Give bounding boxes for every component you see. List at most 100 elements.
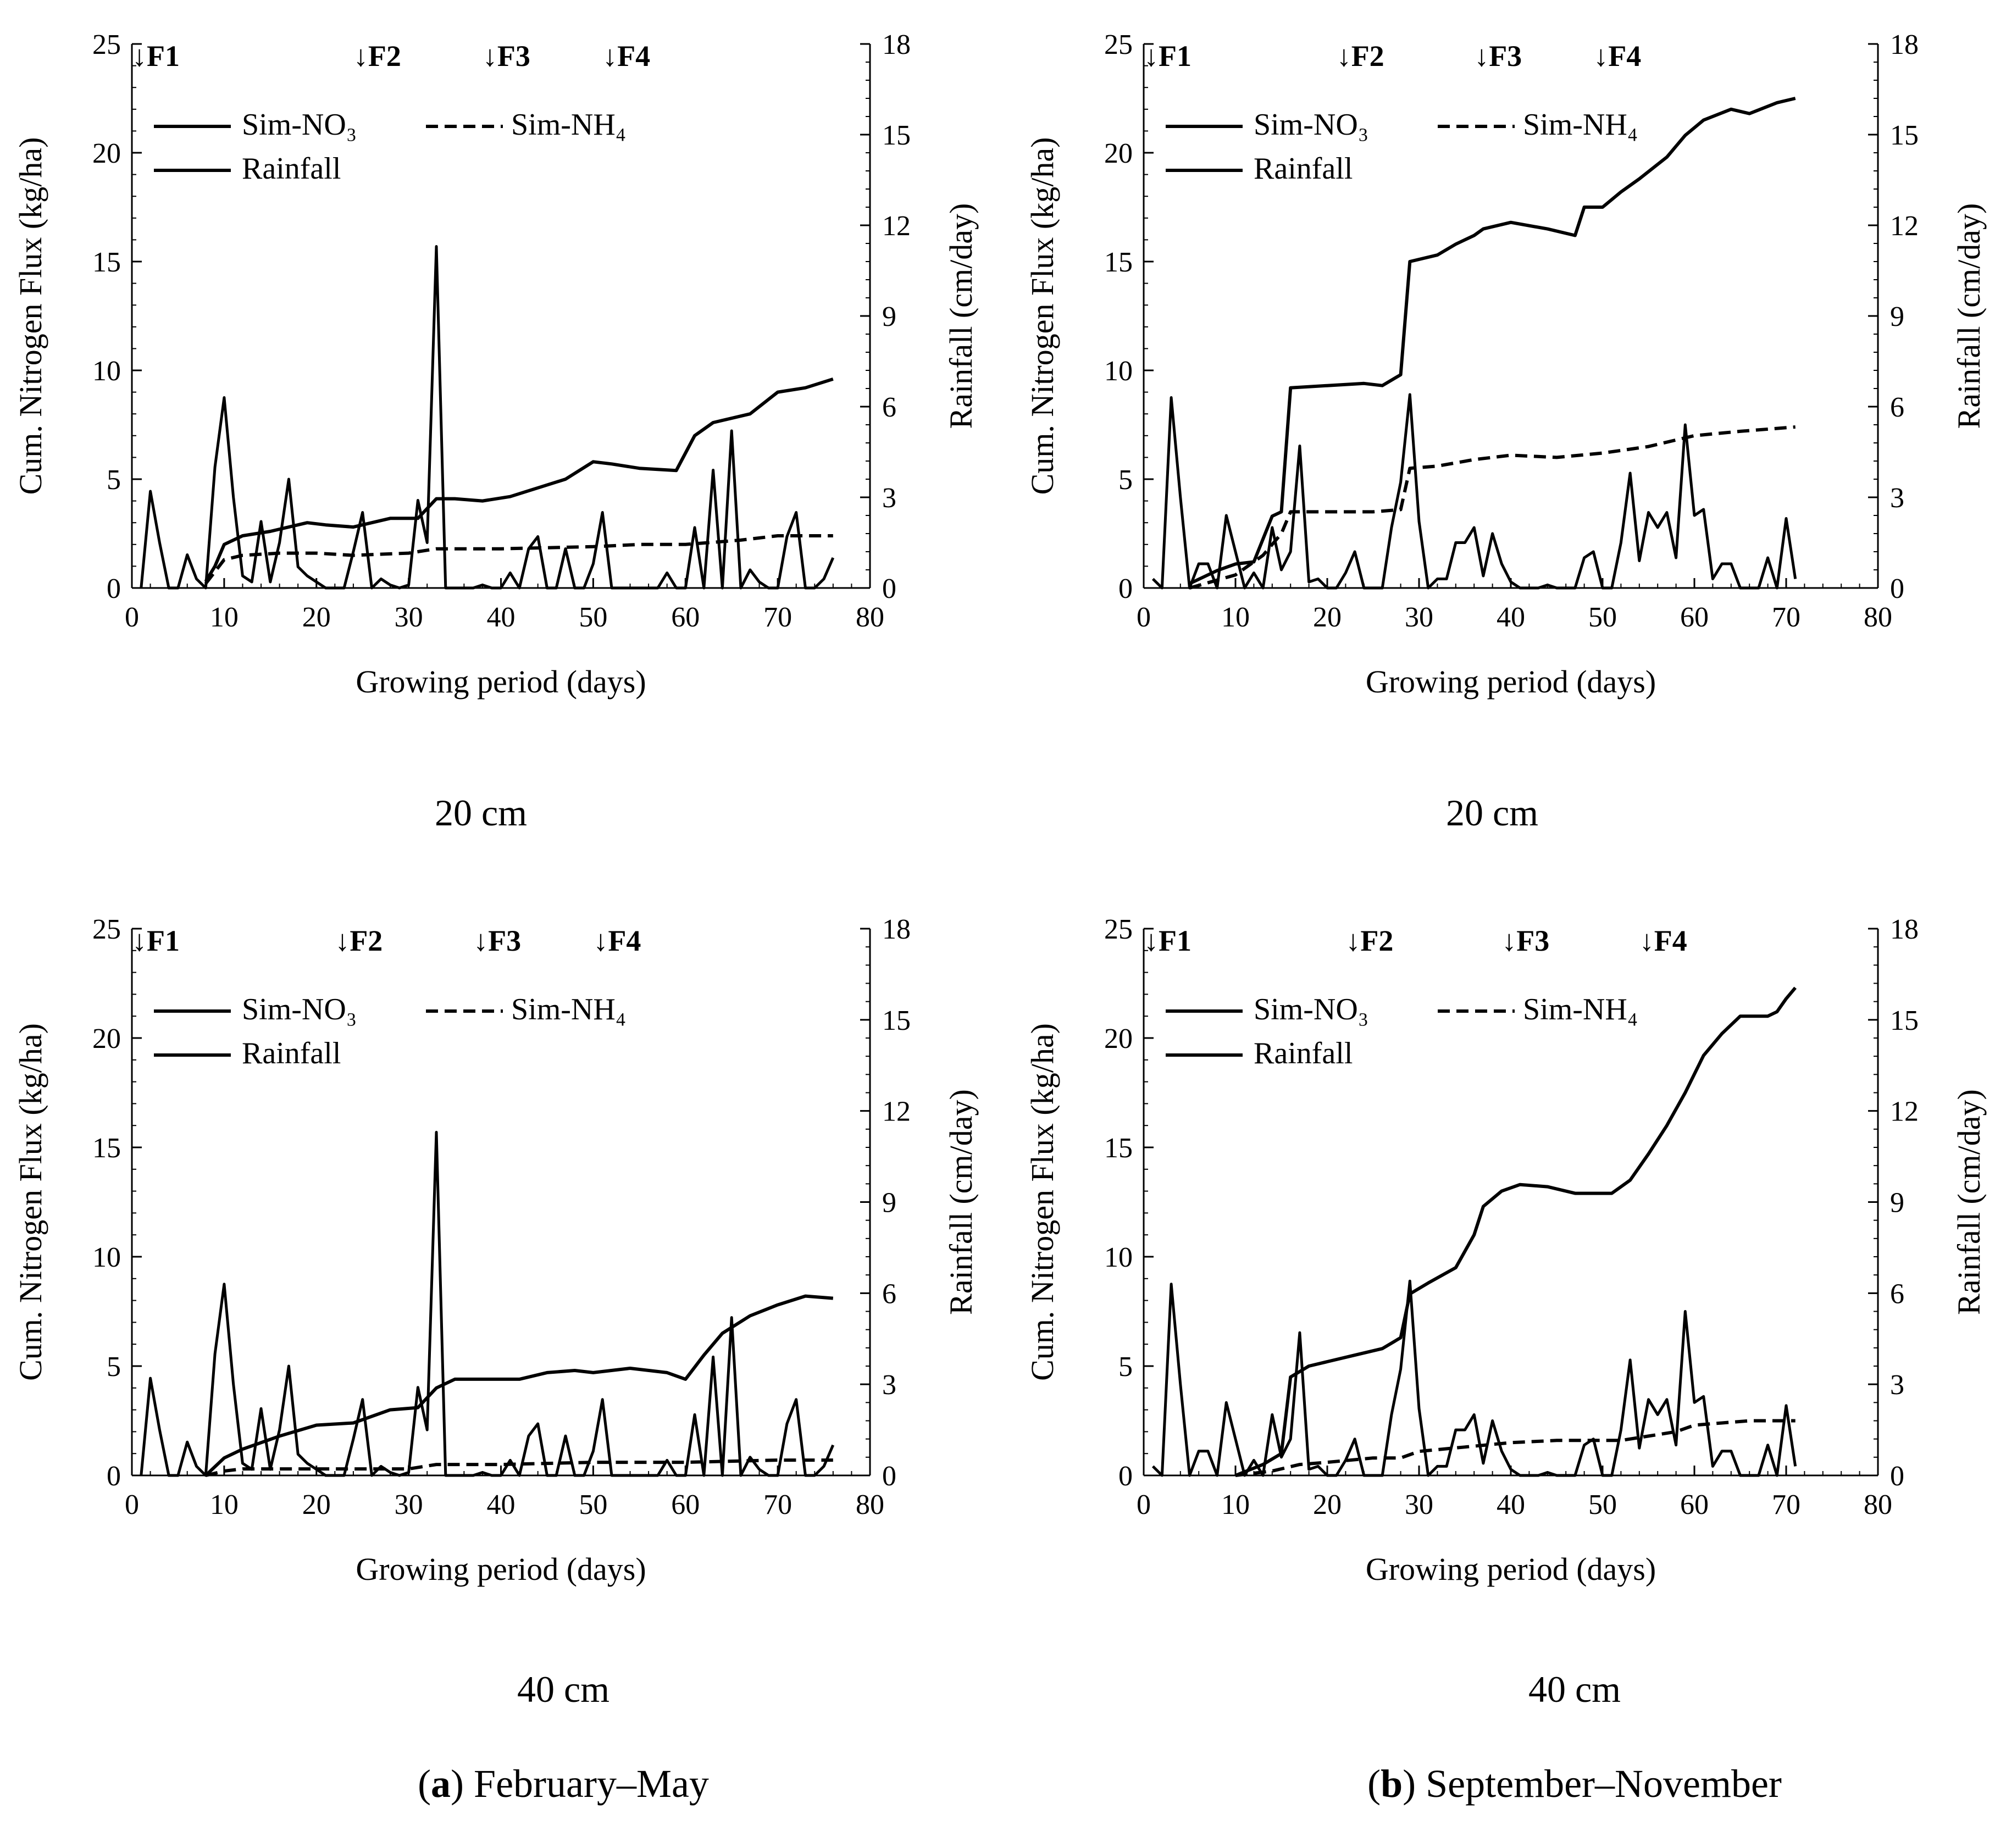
legend-rainfall-label: Rainfall — [242, 1036, 341, 1070]
y-tick-label: 20 — [1104, 138, 1133, 169]
y2-tick-label: 6 — [1890, 392, 1904, 423]
y2-tick-label: 9 — [882, 1187, 896, 1219]
y2-tick-label: 9 — [1890, 1187, 1904, 1219]
y-tick-label: 15 — [1104, 247, 1133, 278]
y2-tick-label: 0 — [882, 1461, 896, 1492]
y2-tick-label: 15 — [1890, 1005, 1919, 1036]
series-rainfall-line — [140, 245, 835, 590]
y2-tick-label: 12 — [1890, 1096, 1919, 1128]
fertilizer-marker-f2: ↓F2 — [353, 40, 401, 73]
series-no3-line — [204, 1294, 834, 1477]
legend-no3-label: Sim-NO₃ — [242, 108, 357, 142]
series-rainfall-line — [140, 1130, 835, 1477]
legend-nh4-label: Sim-NH₄ — [511, 108, 626, 142]
fertilizer-marker-f1: ↓F1 — [132, 924, 180, 957]
fertilizer-marker-f3: ↓F3 — [483, 40, 530, 73]
x-tick-label: 40 — [487, 1489, 516, 1520]
y-axis-label: Cum. Nitrogen Flux (kg/ha) — [1024, 1023, 1060, 1381]
x-tick-label: 30 — [1405, 1489, 1433, 1520]
fertilizer-marker-f2: ↓F2 — [1337, 40, 1384, 73]
y-tick-label: 20 — [1104, 1023, 1133, 1055]
x-tick-label: 40 — [487, 602, 516, 633]
fertilizer-marker-f2: ↓F2 — [335, 924, 383, 957]
y-tick-label: 0 — [107, 1461, 121, 1492]
x-tick-label: 60 — [671, 602, 700, 633]
y-tick-label: 0 — [1118, 1461, 1133, 1492]
series-no3-line — [204, 377, 834, 582]
fertilizer-marker-f4: ↓F4 — [1593, 40, 1641, 73]
y2-tick-label: 3 — [882, 482, 896, 514]
series-rainfall-line — [1151, 1279, 1797, 1477]
y2-tick-label: 9 — [1890, 301, 1904, 332]
x-tick-label: 10 — [1221, 602, 1250, 633]
fertilizer-marker-f4: ↓F4 — [602, 40, 650, 73]
series-no3-line — [1234, 986, 1797, 1477]
x-axis-label: Growing period (days) — [356, 664, 646, 700]
caption-a: (a) February–May — [418, 1762, 709, 1806]
legend-no3-label: Sim-NO₃ — [1254, 108, 1368, 142]
chart-panel-a-40: 0 5 10 15 20 25 0 3 6 9 12 15 18 0 10 20 30 40 50 60 70 80 Gro… — [13, 914, 979, 1587]
x-tick-label: 70 — [1772, 602, 1800, 633]
x-axis-label: Growing period (days) — [1366, 664, 1656, 700]
y-axis-label: Cum. Nitrogen Flux (kg/ha) — [13, 1023, 48, 1381]
x-tick-label: 50 — [579, 1489, 607, 1520]
fertilizer-marker-f3: ↓F3 — [1474, 40, 1522, 73]
y-tick-label: 25 — [1104, 914, 1133, 945]
y-tick-label: 0 — [107, 573, 121, 604]
series-nh4-line — [1235, 1419, 1796, 1477]
series-rainfall-line — [1151, 393, 1797, 590]
fertilizer-marker-f3: ↓F3 — [473, 924, 521, 957]
y-tick-label: 15 — [92, 1133, 121, 1164]
y2-tick-label: 12 — [1890, 210, 1919, 242]
fertilizer-marker-f4: ↓F4 — [593, 924, 641, 957]
x-tick-label: 40 — [1497, 602, 1525, 633]
y-tick-label: 5 — [1118, 1351, 1133, 1383]
fertilizer-marker-f4: ↓F4 — [1639, 924, 1687, 957]
y-tick-label: 5 — [107, 1351, 121, 1383]
y2-tick-label: 3 — [1890, 482, 1904, 514]
y2-axis-label: Rainfall (cm/day) — [943, 203, 979, 429]
x-tick-label: 0 — [125, 602, 139, 633]
y2-tick-label: 6 — [882, 392, 896, 423]
x-tick-label: 70 — [763, 1489, 792, 1520]
x-tick-label: 30 — [1405, 602, 1433, 633]
caption-b: (b) September–November — [1367, 1762, 1782, 1806]
chart-panel-b-20: 0 5 10 15 20 25 0 3 6 9 12 15 18 0 10 20 30 40 50 60 70 80 Gro… — [1024, 29, 1987, 700]
x-tick-label: 50 — [579, 602, 607, 633]
x-tick-label: 60 — [1680, 1489, 1709, 1520]
x-tick-label: 60 — [1680, 602, 1709, 633]
x-tick-label: 40 — [1497, 1489, 1525, 1520]
series-no3-line — [1189, 97, 1796, 585]
y-tick-label: 10 — [1104, 1242, 1133, 1273]
y2-tick-label: 18 — [1890, 914, 1919, 945]
y2-axis-label: Rainfall (cm/day) — [943, 1089, 979, 1315]
y2-tick-label: 18 — [882, 29, 911, 60]
y2-tick-label: 0 — [882, 573, 896, 604]
y2-tick-label: 15 — [882, 120, 911, 151]
x-tick-label: 80 — [1864, 1489, 1892, 1520]
fertilizer-marker-f3: ↓F3 — [1501, 924, 1549, 957]
y-axis-label: Cum. Nitrogen Flux (kg/ha) — [1024, 137, 1060, 495]
y-tick-label: 25 — [92, 29, 121, 60]
y-tick-label: 10 — [92, 356, 121, 387]
caption-b-text: September–November — [1416, 1762, 1782, 1806]
depth-label-a-20: 20 cm — [434, 792, 528, 834]
y2-tick-label: 9 — [882, 301, 896, 332]
y2-tick-label: 15 — [882, 1005, 911, 1036]
x-tick-label: 80 — [856, 1489, 884, 1520]
x-axis-label: Growing period (days) — [356, 1551, 646, 1587]
legend-no3-label: Sim-NO₃ — [242, 992, 357, 1026]
y2-tick-label: 6 — [1890, 1278, 1904, 1309]
y-tick-label: 15 — [92, 247, 121, 278]
y-axis-label: Cum. Nitrogen Flux (kg/ha) — [13, 137, 48, 495]
y2-tick-label: 18 — [1890, 29, 1919, 60]
y-tick-label: 5 — [1118, 464, 1133, 496]
fertilizer-marker-f1: ↓F1 — [1144, 924, 1192, 957]
depth-label-b-20: 20 cm — [1445, 792, 1539, 834]
depth-label-b-40: 40 cm — [1528, 1668, 1621, 1710]
x-axis-label: Growing period (days) — [1366, 1551, 1656, 1587]
x-tick-label: 70 — [1772, 1489, 1800, 1520]
x-tick-label: 20 — [302, 602, 331, 633]
